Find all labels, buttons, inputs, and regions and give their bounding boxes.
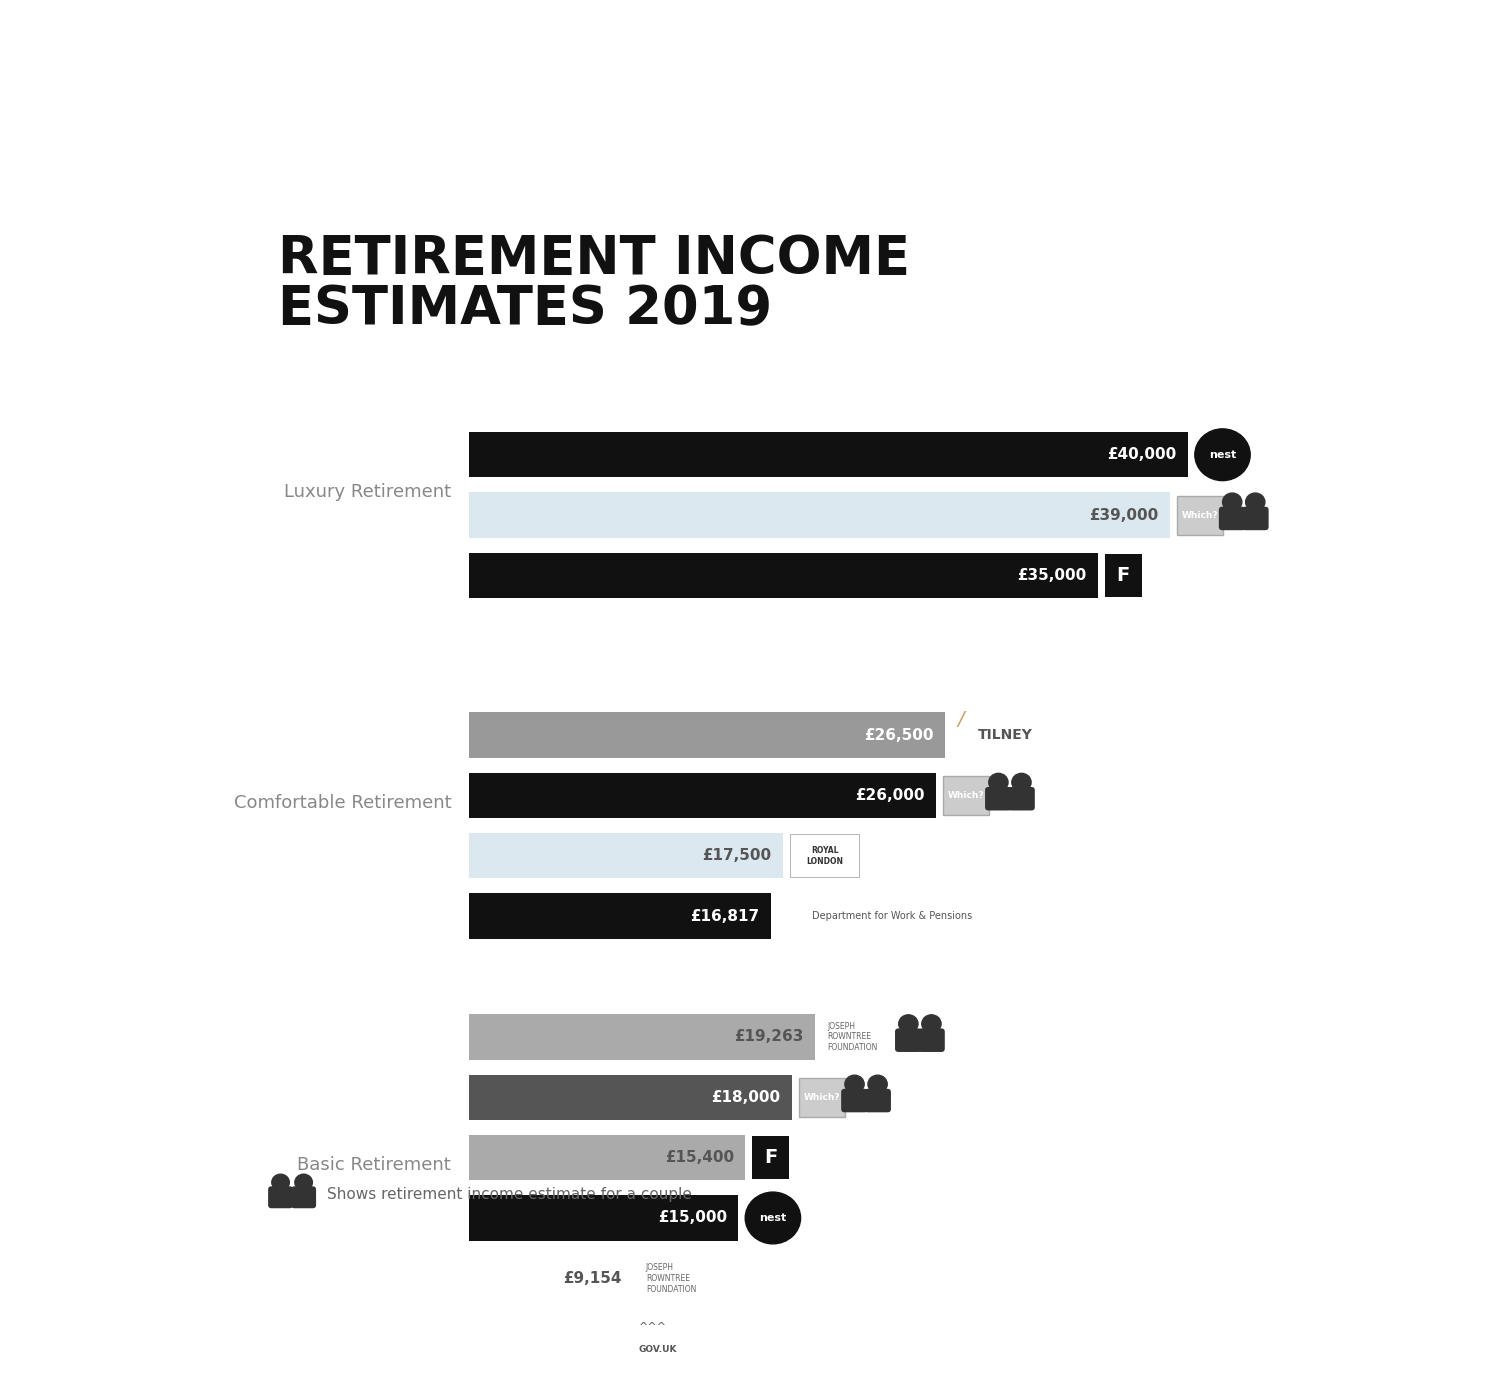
Text: /: / xyxy=(958,710,964,729)
FancyBboxPatch shape xyxy=(894,1029,921,1051)
FancyBboxPatch shape xyxy=(469,493,1170,538)
FancyBboxPatch shape xyxy=(469,1135,745,1180)
FancyBboxPatch shape xyxy=(753,1135,789,1179)
FancyBboxPatch shape xyxy=(799,1078,845,1117)
Circle shape xyxy=(295,1175,312,1190)
Circle shape xyxy=(1195,428,1250,480)
Text: £19,263: £19,263 xyxy=(734,1029,804,1044)
Text: Which?: Which? xyxy=(804,1093,841,1102)
Circle shape xyxy=(272,1175,289,1190)
Text: Department for Work & Pensions: Department for Work & Pensions xyxy=(812,911,973,921)
Text: nest: nest xyxy=(759,1212,787,1224)
FancyBboxPatch shape xyxy=(1177,496,1223,535)
Text: ^^^: ^^^ xyxy=(638,1322,667,1333)
Text: £18,000: £18,000 xyxy=(711,1089,781,1105)
Circle shape xyxy=(988,773,1007,791)
Text: Luxury Retirement: Luxury Retirement xyxy=(284,483,451,501)
Circle shape xyxy=(899,1015,918,1033)
FancyBboxPatch shape xyxy=(865,1089,891,1113)
Text: Which?: Which? xyxy=(1181,511,1219,519)
Text: £9,154: £9,154 xyxy=(562,1271,622,1285)
Circle shape xyxy=(845,1075,865,1093)
Text: JOSEPH
ROWNTREE
FOUNDATION: JOSEPH ROWNTREE FOUNDATION xyxy=(646,1263,696,1294)
Text: F: F xyxy=(1116,566,1129,585)
Circle shape xyxy=(921,1015,940,1033)
Text: Which?: Which? xyxy=(948,791,985,799)
Text: nest: nest xyxy=(1208,449,1237,459)
Text: ROYAL
LONDON: ROYAL LONDON xyxy=(806,846,844,865)
Text: £39,000: £39,000 xyxy=(1089,508,1158,522)
FancyBboxPatch shape xyxy=(918,1029,945,1051)
Circle shape xyxy=(868,1075,887,1093)
FancyBboxPatch shape xyxy=(469,1075,792,1120)
FancyBboxPatch shape xyxy=(469,553,1098,598)
Text: RETIREMENT INCOME: RETIREMENT INCOME xyxy=(278,232,911,284)
Text: £17,500: £17,500 xyxy=(702,848,772,864)
Text: TILNEY: TILNEY xyxy=(978,728,1033,742)
FancyBboxPatch shape xyxy=(469,1316,626,1361)
FancyBboxPatch shape xyxy=(469,1196,738,1240)
Circle shape xyxy=(1012,773,1031,791)
FancyBboxPatch shape xyxy=(469,713,945,757)
Circle shape xyxy=(1223,493,1242,511)
FancyBboxPatch shape xyxy=(469,1014,815,1060)
Text: £26,000: £26,000 xyxy=(856,788,924,802)
FancyBboxPatch shape xyxy=(469,833,783,878)
Text: JOSEPH
ROWNTREE
FOUNDATION: JOSEPH ROWNTREE FOUNDATION xyxy=(827,1022,878,1053)
Text: GOV.UK: GOV.UK xyxy=(638,1345,677,1354)
FancyBboxPatch shape xyxy=(1007,787,1034,811)
FancyBboxPatch shape xyxy=(469,1256,634,1301)
Circle shape xyxy=(1245,493,1265,511)
Text: £26,500: £26,500 xyxy=(865,728,933,742)
Circle shape xyxy=(745,1193,801,1243)
Text: Basic Retirement: Basic Retirement xyxy=(298,1156,451,1175)
Text: Comfortable Retirement: Comfortable Retirement xyxy=(234,794,451,812)
FancyBboxPatch shape xyxy=(1219,507,1245,531)
FancyBboxPatch shape xyxy=(841,1089,868,1113)
FancyBboxPatch shape xyxy=(1242,507,1269,531)
FancyBboxPatch shape xyxy=(1106,554,1141,596)
FancyBboxPatch shape xyxy=(469,893,771,939)
Text: £15,000: £15,000 xyxy=(658,1211,726,1225)
FancyBboxPatch shape xyxy=(469,433,1187,477)
Text: £16,817: £16,817 xyxy=(690,909,759,924)
FancyBboxPatch shape xyxy=(943,776,990,815)
Text: £8,767: £8,767 xyxy=(557,1331,615,1347)
Text: £15,400: £15,400 xyxy=(665,1151,734,1165)
Text: £35,000: £35,000 xyxy=(1018,568,1086,582)
FancyBboxPatch shape xyxy=(790,834,860,878)
Text: Shows retirement income estimate for a couple: Shows retirement income estimate for a c… xyxy=(327,1187,692,1201)
FancyBboxPatch shape xyxy=(268,1186,293,1208)
Text: ESTIMATES 2019: ESTIMATES 2019 xyxy=(278,283,772,336)
FancyBboxPatch shape xyxy=(985,787,1012,811)
Text: £40,000: £40,000 xyxy=(1107,447,1177,462)
Text: F: F xyxy=(765,1148,778,1168)
FancyBboxPatch shape xyxy=(292,1186,315,1208)
FancyBboxPatch shape xyxy=(469,773,936,818)
